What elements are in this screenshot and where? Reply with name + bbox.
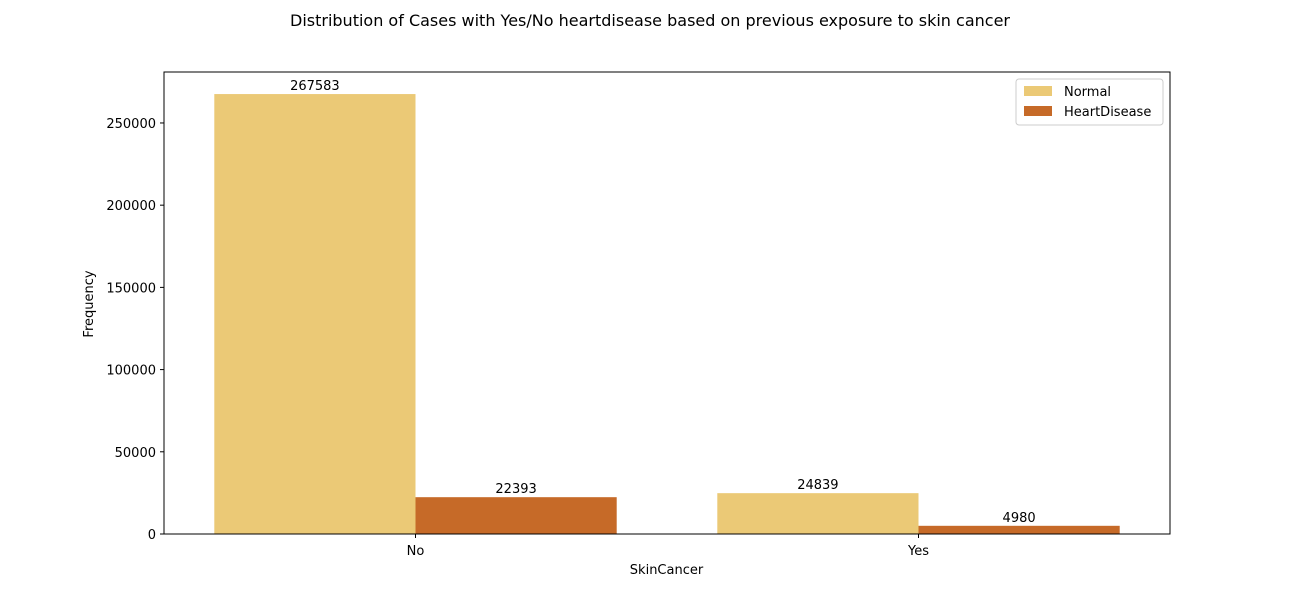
legend-frame: [1015, 78, 1164, 126]
y-tick-label: 100000: [106, 364, 156, 379]
y-tick-label: 50000: [115, 446, 156, 461]
plot-frame: [163, 71, 1171, 535]
x-tick-label: Yes: [907, 544, 929, 559]
x-tick-label: No: [407, 544, 425, 559]
legend: Normal HeartDisease: [1015, 78, 1164, 126]
bars-layer: [214, 94, 1120, 534]
x-axis-label: SkinCancer: [630, 563, 704, 578]
y-tick-label: 200000: [106, 199, 156, 214]
data-labels-layer: 267583 22393 24839 4980: [290, 79, 1036, 526]
chart-title: Distribution of Cases with Yes/No heartd…: [290, 11, 1010, 30]
y-tick-label: 150000: [106, 281, 156, 296]
y-axis-label: Frequency: [82, 270, 97, 337]
data-label-heartdisease-no: 22393: [495, 482, 536, 497]
y-tick-label: 250000: [106, 117, 156, 132]
data-label-normal-no: 267583: [290, 79, 340, 94]
legend-swatch-heartdisease: [1024, 106, 1052, 116]
bar-normal-no: [214, 94, 416, 534]
bar-heartdisease-yes: [918, 525, 1120, 534]
bar-normal-yes: [717, 493, 919, 534]
y-tick-label: 0: [148, 528, 156, 543]
bar-heartdisease-no: [415, 497, 617, 534]
data-label-heartdisease-yes: 4980: [1003, 511, 1036, 526]
legend-label-normal: Normal: [1064, 85, 1111, 100]
legend-label-heartdisease: HeartDisease: [1064, 105, 1151, 120]
legend-swatch-normal: [1024, 86, 1052, 96]
data-label-normal-yes: 24839: [797, 478, 838, 493]
axes-layer: No Yes 0 50000 100000 150000 200000 250000: [106, 71, 1171, 559]
